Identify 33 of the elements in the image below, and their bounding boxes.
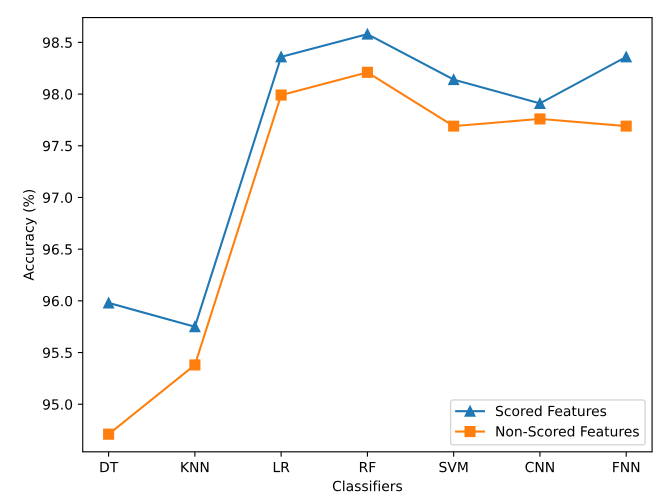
point (534, 113, 546, 124)
point (362, 66, 373, 78)
point (448, 120, 460, 132)
y-tick-label: 96.0 (42, 296, 72, 306)
x-tick-label: KNN (181, 462, 208, 472)
y-tick-label: 97.0 (42, 192, 72, 203)
point (103, 297, 114, 308)
point (620, 120, 632, 132)
x-tick-label: SVM (439, 462, 468, 472)
x-tick-label: FNN (613, 462, 640, 472)
legend-label: Scored Features (496, 405, 606, 416)
legend-label: Non-Scored Features (496, 426, 639, 437)
y-tick-label: 96.5 (42, 244, 72, 255)
y-tick-label: 95.0 (42, 399, 72, 410)
x-tick-label: RF (360, 462, 376, 472)
point (276, 90, 287, 101)
x-tick-label: LR (274, 462, 290, 472)
x-axis-title: Classifiers (332, 480, 402, 492)
point (448, 74, 460, 86)
x-tick-label: CNN (525, 462, 554, 472)
y-tick-label: 95.5 (42, 348, 72, 358)
point (189, 359, 200, 371)
y-tick-label: 97.5 (42, 140, 72, 152)
point (620, 51, 632, 62)
point (362, 28, 373, 40)
y-axis-title: Accuracy (%) (23, 190, 37, 281)
y-tick-label: 98.5 (42, 37, 72, 48)
x-tick-label: DT (100, 462, 118, 472)
point (534, 98, 546, 109)
y-tick-label: 98.0 (42, 89, 72, 100)
point (276, 51, 287, 62)
point (189, 321, 200, 332)
point (103, 428, 114, 440)
